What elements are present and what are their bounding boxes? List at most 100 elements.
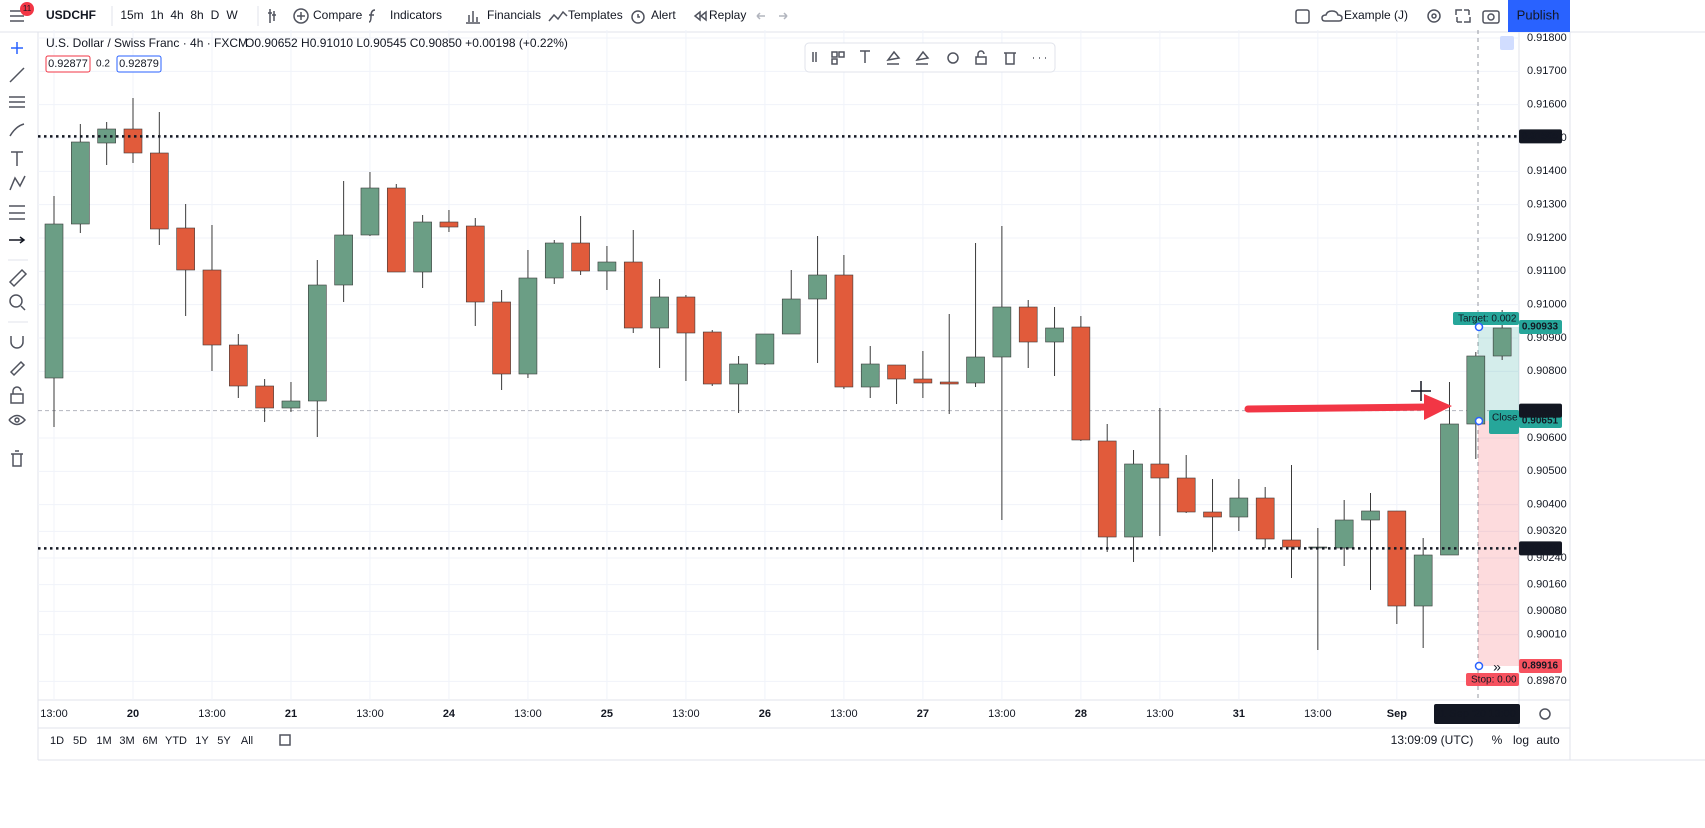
candle-body [97, 128, 116, 144]
clock: 13:09:09 (UTC) [1391, 733, 1474, 747]
badge-count: 11 [23, 4, 32, 13]
x-tick-label: 31 [1233, 708, 1245, 720]
position-handle[interactable] [1474, 322, 1484, 332]
toolbar-button[interactable]: Templates [568, 8, 623, 22]
candle-body [1440, 423, 1459, 556]
x-tick-label: 28 [1075, 708, 1087, 720]
candle-body [1097, 440, 1117, 538]
candle-body [1045, 327, 1064, 343]
price-label: 0.90933 [1522, 322, 1559, 333]
x-tick-label: 27 [917, 708, 929, 720]
candle-body [1282, 539, 1301, 548]
candle-body [1413, 554, 1433, 607]
candle-body [992, 306, 1012, 358]
candle-body [44, 223, 64, 379]
publish-button[interactable] [1508, 0, 1570, 32]
range-button[interactable]: 1Y [195, 735, 209, 747]
candle-body [1071, 326, 1091, 441]
y-tick-label: 0.90600 [1527, 432, 1567, 444]
interval[interactable]: 1h [150, 8, 163, 22]
x-tick-label: 13:00 [830, 708, 858, 720]
candle-body [544, 242, 564, 279]
candle-body [650, 296, 669, 329]
spread: 0.2 [96, 59, 110, 70]
interval[interactable]: 8h [190, 8, 203, 22]
x-tick-label: 13:00 [40, 708, 68, 720]
scale-option[interactable]: auto [1536, 733, 1560, 747]
y-tick-label: 0.91100 [1527, 265, 1566, 277]
y-tick-label: 0.91400 [1527, 165, 1567, 177]
range-button[interactable]: 3M [119, 735, 134, 747]
candle-body [939, 381, 959, 385]
toolbar-button[interactable]: Compare [313, 8, 363, 22]
candle-body [1124, 463, 1143, 538]
y-tick-label: 0.91200 [1527, 232, 1567, 244]
symbol[interactable]: USDCHF [46, 8, 96, 22]
candle-body [150, 152, 169, 230]
ask[interactable]: 0.92879 [119, 58, 159, 70]
range-button[interactable]: 5Y [217, 735, 231, 747]
floating-toolbar-icons[interactable] [812, 50, 1046, 65]
candle-body [781, 298, 801, 335]
range-button[interactable]: 1M [96, 735, 111, 747]
candle-body [1150, 463, 1170, 479]
date-range-icon[interactable] [279, 734, 291, 746]
scale-option[interactable]: log [1513, 733, 1529, 747]
crosshair [1411, 381, 1431, 401]
candle-body [1018, 306, 1038, 343]
y-tick-label: 0.91000 [1527, 299, 1567, 311]
candle-body [729, 363, 748, 385]
range-button[interactable]: 6M [142, 735, 157, 747]
entry-label: Close [1492, 413, 1518, 424]
crosshair-date: 01 Sep '20 [1434, 708, 1486, 720]
candle-body [913, 378, 933, 384]
candle-body [176, 227, 195, 271]
candle-body [676, 296, 696, 334]
candle-body [1176, 477, 1196, 513]
interval[interactable]: 15m [120, 8, 143, 22]
badge [20, 2, 34, 16]
candle-body [755, 333, 775, 365]
x-tick-label: 13:00 [356, 708, 384, 720]
position-handle[interactable] [1474, 416, 1484, 426]
annotation-arrowhead [1424, 394, 1452, 420]
layout-name[interactable]: Example (J) [1344, 8, 1408, 22]
range-button[interactable]: YTD [165, 735, 187, 747]
toolbar-button[interactable]: Financials [487, 8, 541, 22]
position-handle[interactable] [1474, 661, 1484, 671]
object-tree-button[interactable] [1500, 36, 1514, 50]
interval[interactable]: D [211, 8, 220, 22]
candle-body [439, 221, 459, 228]
candle-body [71, 141, 90, 225]
candle-body [334, 234, 353, 286]
toolbar-button[interactable]: Indicators [390, 8, 442, 22]
publish-label[interactable]: Publish [1517, 7, 1560, 22]
interval[interactable]: W [226, 8, 238, 22]
candle-body [255, 385, 274, 409]
interval[interactable]: 4h [170, 8, 183, 22]
top-icons [268, 8, 1500, 24]
scroll-button[interactable]: » [1493, 659, 1501, 675]
range-button[interactable]: 1D [50, 735, 64, 747]
x-tick-label: 21 [285, 708, 297, 720]
x-tick-label: 13:00 [198, 708, 226, 720]
legend-ohlc: O0.90652 H0.91010 L0.90545 C0.90850 +0.0… [245, 36, 568, 50]
price-label-box [1519, 129, 1562, 144]
drawing-tools[interactable] [8, 42, 28, 467]
range-button[interactable]: 5D [73, 735, 87, 747]
plot [38, 30, 1519, 700]
target-label: Target: 0.002 [1458, 314, 1517, 325]
y-tick-label: 0.91800 [1527, 32, 1567, 44]
toolbar-button[interactable]: Alert [651, 8, 676, 22]
y-tick-label: 0.90500 [1527, 465, 1567, 477]
settings-icon[interactable] [1539, 708, 1551, 720]
bid[interactable]: 0.92877 [48, 58, 88, 70]
price-label-box [1519, 541, 1562, 556]
y-tick-label: 0.90900 [1527, 332, 1567, 344]
scale-option[interactable]: % [1492, 733, 1503, 747]
x-tick-label: 20 [127, 708, 139, 720]
loss-zone [1478, 421, 1519, 666]
toolbar-button[interactable]: Replay [709, 8, 746, 22]
range-button[interactable]: All [241, 735, 253, 747]
